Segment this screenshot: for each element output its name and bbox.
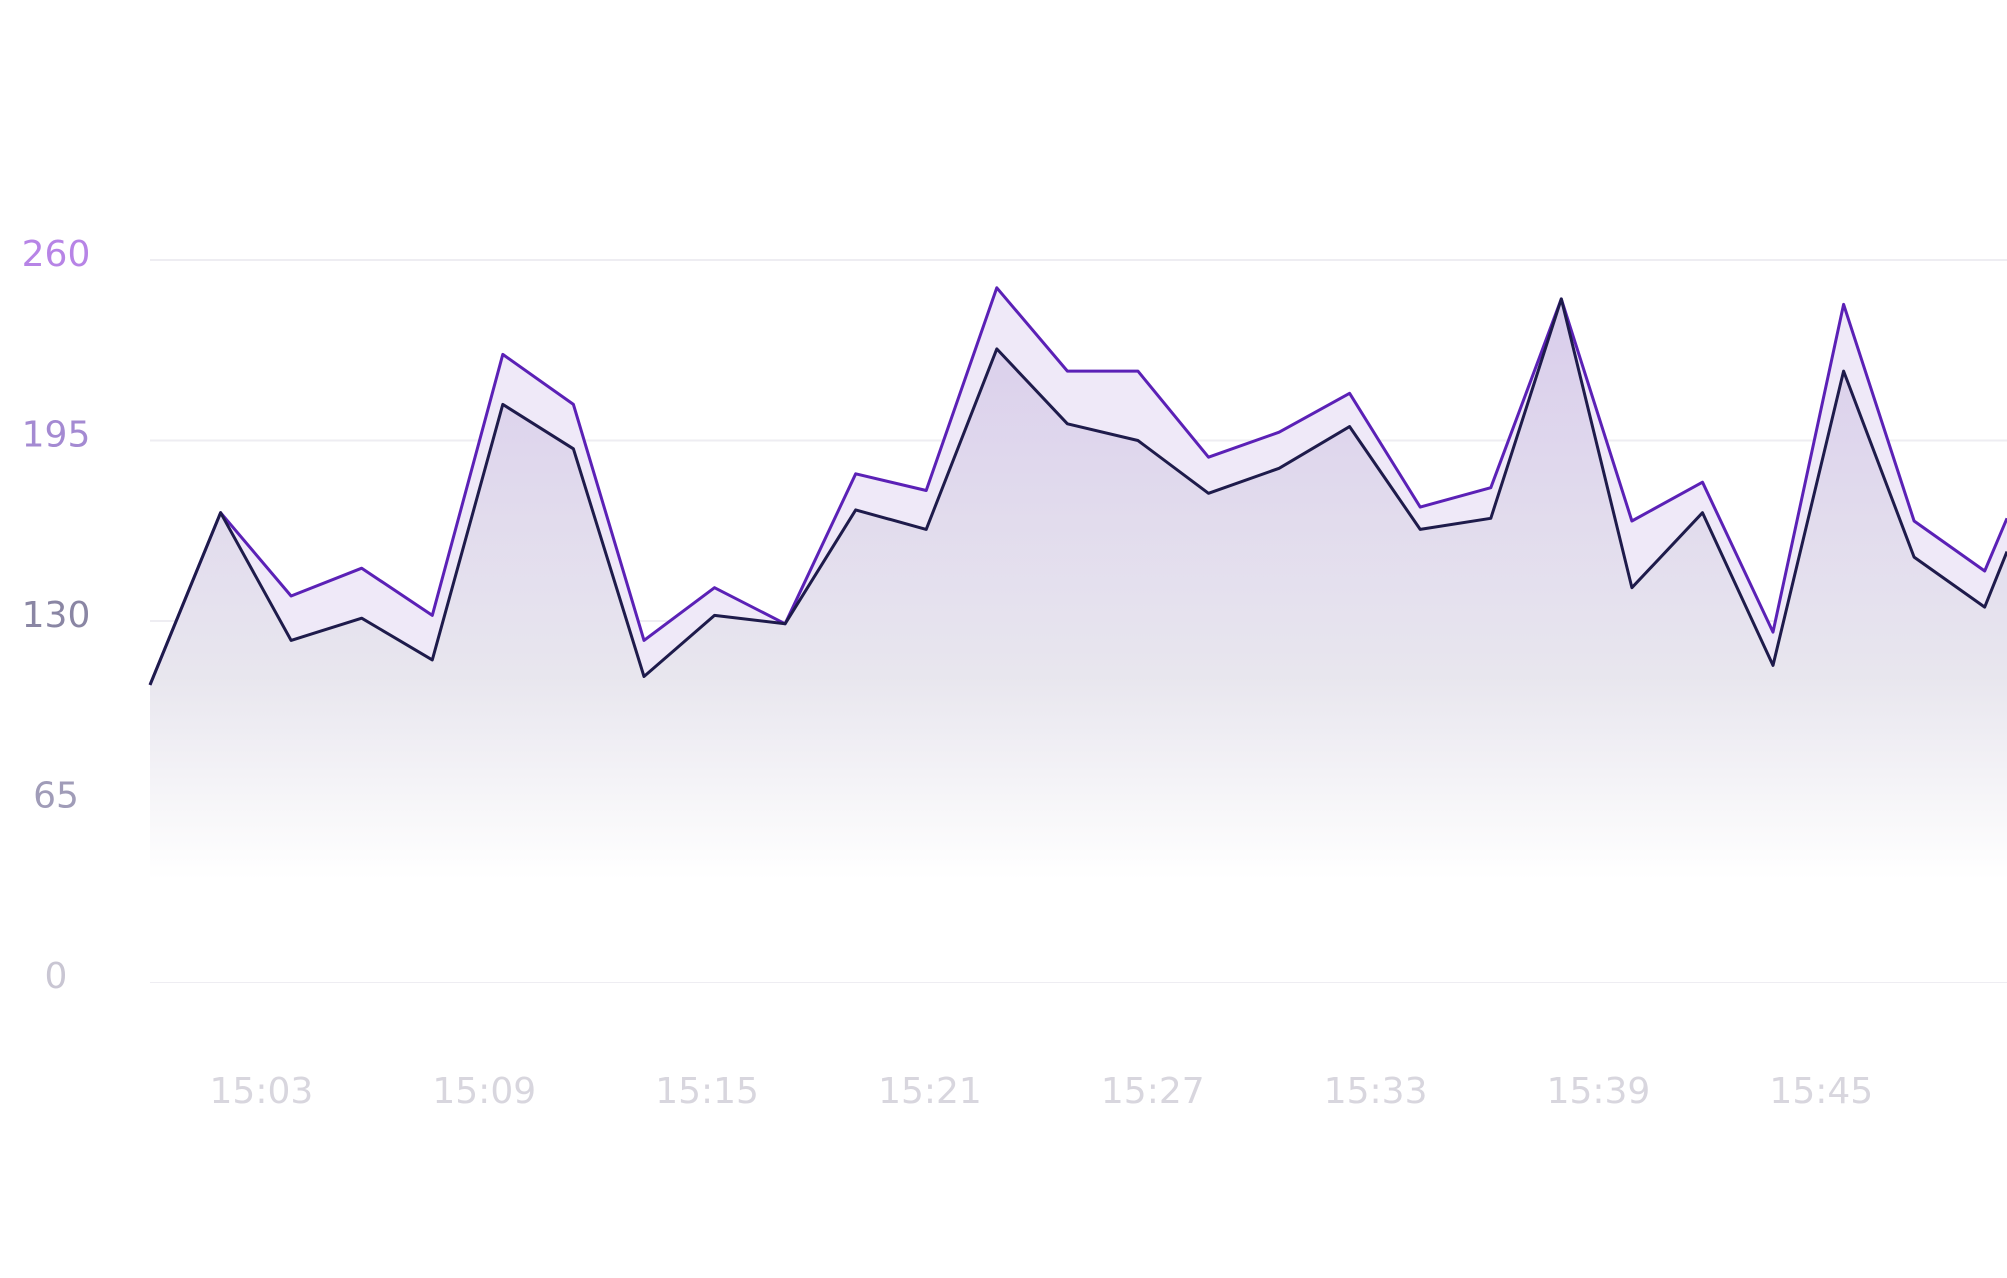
x-tick-label: 15:15 <box>655 1071 759 1112</box>
x-tick-label: 15:33 <box>1324 1071 1428 1112</box>
series-line <box>148 297 2007 686</box>
x-tick-label: 15:27 <box>1101 1071 1205 1112</box>
x-tick-label: 15:45 <box>1769 1071 1873 1112</box>
area-fill <box>150 298 2007 982</box>
y-tick-label: 0 <box>45 956 68 997</box>
x-tick-label: 15:21 <box>878 1071 982 1112</box>
y-tick-label: 65 <box>33 776 79 817</box>
y-tick-label: 195 <box>22 415 91 456</box>
x-tick-label: 15:03 <box>210 1071 314 1112</box>
x-tick-label: 15:39 <box>1547 1071 1651 1112</box>
x-tick-label: 15:09 <box>432 1071 536 1112</box>
y-tick-label: 260 <box>22 234 91 275</box>
y-tick-label: 130 <box>22 595 91 636</box>
series-line <box>148 286 2007 686</box>
